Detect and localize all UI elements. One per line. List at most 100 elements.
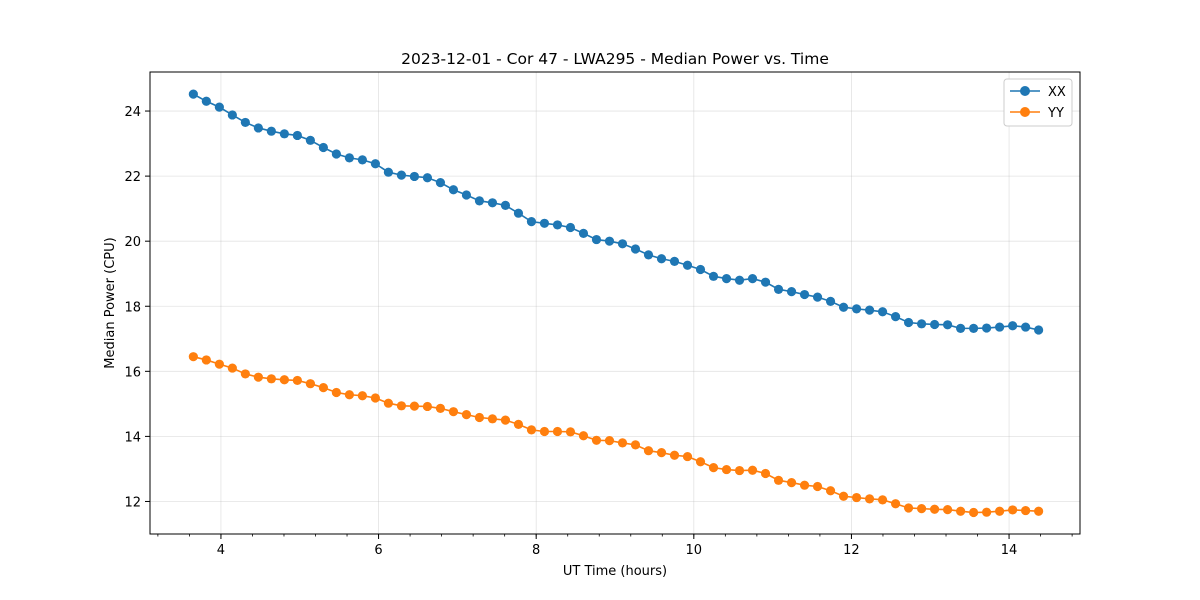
data-point-xx [318,142,328,153]
data-point-xx [227,110,237,120]
legend: XX YY [1003,78,1073,127]
data-point-yy [1034,506,1044,516]
data-point-yy [565,427,576,437]
data-point-yy [1008,505,1018,515]
data-point-yy [1021,505,1031,516]
plot-frame [149,71,1081,535]
data-point-yy [383,398,394,408]
data-point-yy [240,369,250,379]
data-point-xx [409,171,420,182]
data-point-xx [825,296,836,306]
y-tick-label: 20 [124,235,141,250]
x-tick-label: 6 [374,543,382,558]
data-point-xx [279,129,289,139]
data-point-yy [266,374,276,384]
data-point-yy [513,419,524,429]
data-point-yy [201,355,211,365]
data-point-yy [448,407,459,417]
data-point-xx [786,287,797,297]
data-point-xx [903,317,914,328]
data-point-yy [942,505,953,515]
data-point-xx [344,153,354,163]
data-point-xx [578,228,589,238]
data-point-yy [825,486,836,496]
data-point-xx [721,274,732,284]
data-point-xx [773,284,784,294]
data-point-xx [747,274,758,284]
data-point-xx [383,167,394,177]
data-point-xx [240,117,250,128]
x-tick-label: 8 [532,543,540,558]
data-point-yy [500,415,511,425]
data-point-yy [396,401,407,411]
data-point-yy [708,463,719,473]
data-point-yy [630,440,641,450]
data-point-yy [461,410,472,420]
data-point-xx [942,320,953,330]
data-point-yy [331,387,341,398]
data-point-yy [214,359,224,369]
series-layer [188,89,1044,518]
y-tick-label: 16 [124,365,141,380]
data-point-yy [812,481,823,492]
data-point-xx [201,96,211,106]
data-point-yy [682,451,693,462]
data-point-xx [487,198,498,208]
axis-ticks: 4 6 8 10 12 14 12 14 16 18 20 22 24 [124,105,1073,558]
y-tick-label: 24 [124,105,141,120]
data-point-xx [682,260,693,270]
data-point-yy [916,504,927,514]
grid [150,72,1080,534]
data-point-yy [799,480,810,490]
data-point-xx [370,159,381,169]
data-point-xx [292,130,302,141]
data-point-xx [656,254,667,264]
legend-xx-label: XX [1048,85,1066,100]
data-point-yy [409,401,420,411]
x-tick-label: 4 [217,543,225,558]
data-point-xx [500,200,511,210]
data-point-yy [773,475,784,485]
data-point-xx [305,135,315,145]
data-point-yy [279,375,289,385]
data-point-xx [435,178,446,188]
data-point-yy [422,401,433,412]
data-point-xx [1034,325,1044,335]
data-point-yy [669,450,680,460]
x-tick-label: 14 [1001,543,1018,558]
data-point-xx [851,304,862,314]
data-point-xx [526,217,537,227]
data-point-xx [812,292,823,302]
data-point-xx [539,218,550,228]
data-point-yy [318,382,328,393]
series-yy [188,352,1044,518]
data-point-xx [669,256,680,266]
data-point-yy [995,506,1005,516]
data-point-xx [995,322,1005,332]
data-point-yy [370,393,381,403]
data-point-yy [604,436,615,446]
data-point-xx [266,126,276,136]
data-point-xx [604,236,615,246]
data-point-yy [734,465,745,476]
data-point-xx [695,264,706,275]
data-point-xx [760,277,771,287]
y-tick-label: 18 [124,300,141,315]
data-point-yy [539,426,550,437]
data-point-yy [721,464,732,475]
data-point-xx [1021,322,1031,332]
data-point-xx [552,220,563,230]
data-point-yy [969,507,979,518]
data-point-yy [591,435,602,445]
data-point-xx [956,323,966,333]
data-point-xx [474,196,485,206]
data-point-xx [982,323,992,333]
data-point-yy [695,457,706,467]
data-point-xx [1008,321,1018,331]
data-point-yy [760,468,771,479]
data-point-xx [188,89,198,99]
data-point-xx [591,234,602,245]
data-point-xx [929,319,940,330]
data-point-xx [565,222,576,233]
